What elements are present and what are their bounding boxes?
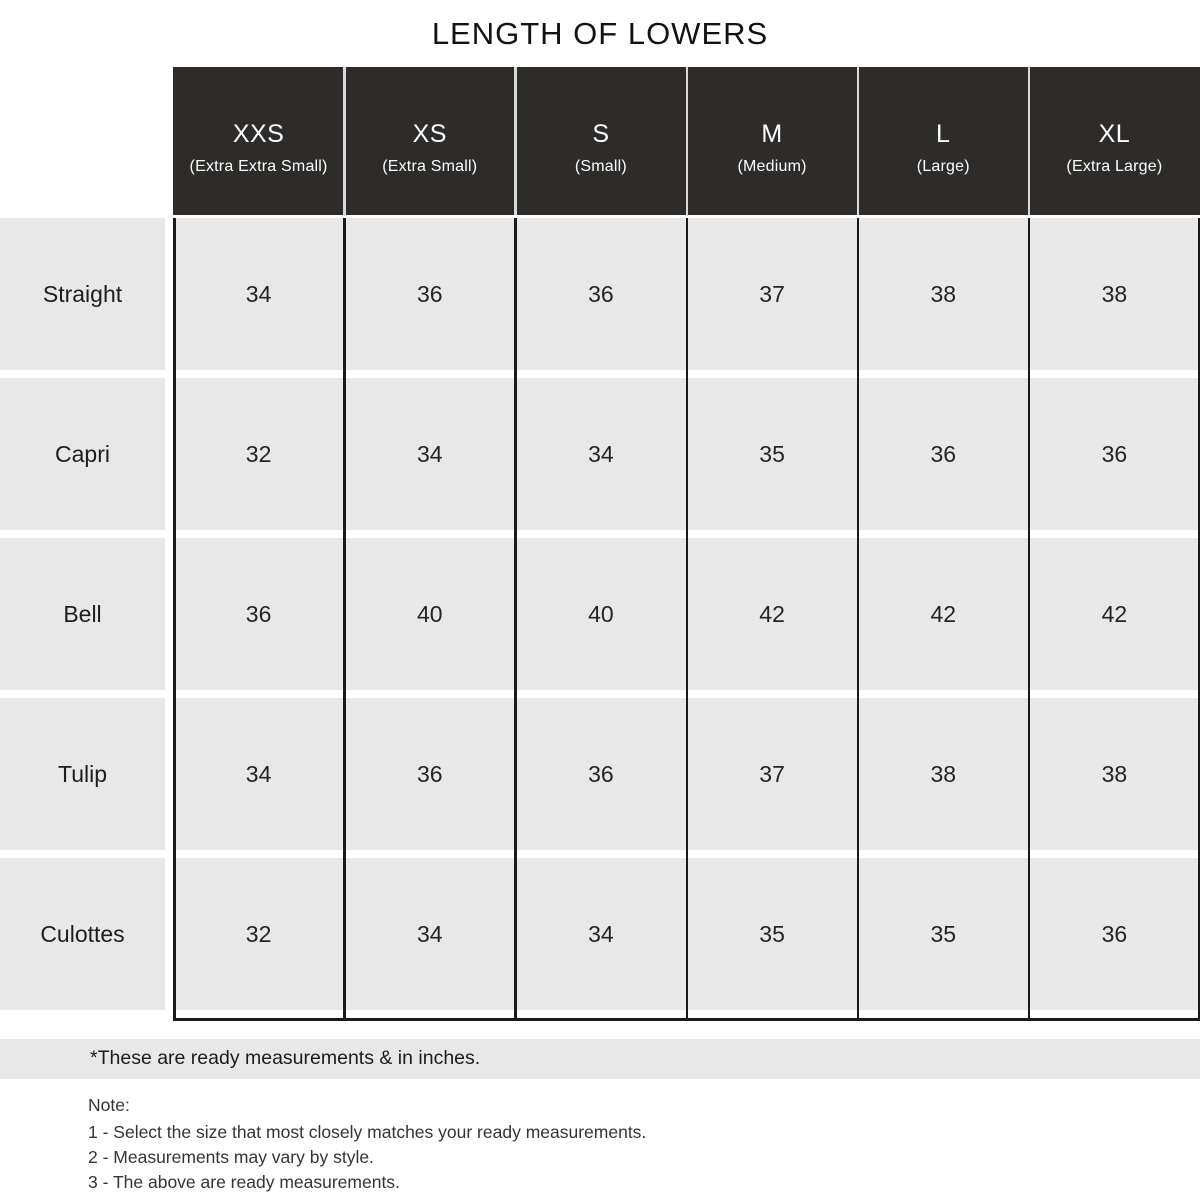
size-abbr: XXS xyxy=(232,120,285,148)
size-cell: 36 xyxy=(245,600,272,627)
size-cell: 34 xyxy=(416,920,443,947)
column-header-xxs: XXS (Extra Extra Small) xyxy=(173,67,344,215)
size-cell: 36 xyxy=(1101,920,1128,947)
row-label-culottes: Culottes xyxy=(0,858,165,1010)
size-cell: 38 xyxy=(930,760,957,787)
column-header-m: M (Medium) xyxy=(687,67,858,215)
size-table-body: Straight Capri Bell Tulip Culottes 34 36… xyxy=(0,218,1200,1021)
size-full-name: (Small) xyxy=(574,158,627,175)
size-abbr: XL xyxy=(1098,120,1131,148)
column-header-s: S (Small) xyxy=(515,67,686,215)
note-item: 1 - Select the size that most closely ma… xyxy=(88,1121,647,1142)
column-header-xl: XL (Extra Large) xyxy=(1029,67,1200,215)
size-cell: 36 xyxy=(416,280,443,307)
size-abbr: XS xyxy=(412,120,447,148)
size-full-name: (Large) xyxy=(916,158,970,175)
size-cell: 42 xyxy=(759,600,785,627)
size-header-row: XXS (Extra Extra Small) XS (Extra Small)… xyxy=(173,67,1200,215)
size-cell: 38 xyxy=(1101,280,1128,307)
size-full-name: (Extra Large) xyxy=(1066,158,1163,175)
row-label-straight: Straight xyxy=(0,218,165,370)
note-item: 2 - Measurements may vary by style. xyxy=(88,1146,374,1167)
size-cell: 36 xyxy=(1101,440,1128,467)
table-border-line xyxy=(1027,218,1031,1018)
footnote: *These are ready measurements & in inche… xyxy=(0,1039,1200,1079)
style-label-column: Straight Capri Bell Tulip Culottes xyxy=(0,218,165,1021)
column-header-l: L (Large) xyxy=(858,67,1029,215)
notes-heading: Note: xyxy=(88,1095,130,1115)
size-cell: 38 xyxy=(1101,760,1128,787)
row-label-capri: Capri xyxy=(0,378,165,530)
row-label-bell: Bell xyxy=(0,538,165,690)
header-separator xyxy=(343,67,346,215)
size-cell: 36 xyxy=(588,760,614,787)
size-cell: 40 xyxy=(416,600,443,627)
table-border-line xyxy=(514,218,517,1018)
size-cell: 32 xyxy=(245,920,272,947)
size-cell: 36 xyxy=(416,760,443,787)
measurement-grid: 34 36 36 37 38 38 32 34 34 35 36 36 36 4… xyxy=(173,218,1200,1021)
size-full-name: (Extra Small) xyxy=(382,158,478,175)
page-title: LENGTH OF LOWERS xyxy=(431,15,769,51)
header-separator xyxy=(685,67,688,215)
size-abbr: M xyxy=(761,120,783,148)
size-cell: 34 xyxy=(416,440,443,467)
table-border-line xyxy=(173,218,176,1018)
row-label-tulip: Tulip xyxy=(0,698,165,850)
size-full-name: (Extra Extra Small) xyxy=(189,158,328,175)
size-cell: 38 xyxy=(930,280,957,307)
column-header-xs: XS (Extra Small) xyxy=(344,67,515,215)
size-cell: 36 xyxy=(930,440,957,467)
notes-section: Note: 1 - Select the size that most clos… xyxy=(88,1093,1200,1194)
size-cell: 34 xyxy=(588,440,614,467)
size-abbr: L xyxy=(936,120,951,148)
header-separator xyxy=(1027,67,1031,215)
size-cell: 35 xyxy=(759,440,785,467)
size-cell: 32 xyxy=(245,440,272,467)
table-border-line xyxy=(343,218,346,1018)
size-cell: 40 xyxy=(588,600,614,627)
size-cell: 35 xyxy=(759,920,785,947)
size-cell: 34 xyxy=(245,280,272,307)
size-full-name: (Medium) xyxy=(737,158,807,175)
size-cell: 34 xyxy=(588,920,614,947)
size-cell: 42 xyxy=(1101,600,1128,627)
size-abbr: S xyxy=(592,120,610,148)
header-separator xyxy=(514,67,517,215)
size-cell: 35 xyxy=(930,920,957,947)
size-cell: 34 xyxy=(245,760,272,787)
size-cell: 42 xyxy=(930,600,957,627)
note-item: 3 - The above are ready measurements. xyxy=(88,1171,400,1192)
table-border-line xyxy=(685,218,688,1018)
header-separator xyxy=(856,67,860,215)
size-cell: 36 xyxy=(588,280,614,307)
size-cell: 37 xyxy=(759,760,785,787)
table-border-line xyxy=(1197,218,1200,1018)
size-cell: 37 xyxy=(759,280,785,307)
table-border-line xyxy=(856,218,860,1018)
